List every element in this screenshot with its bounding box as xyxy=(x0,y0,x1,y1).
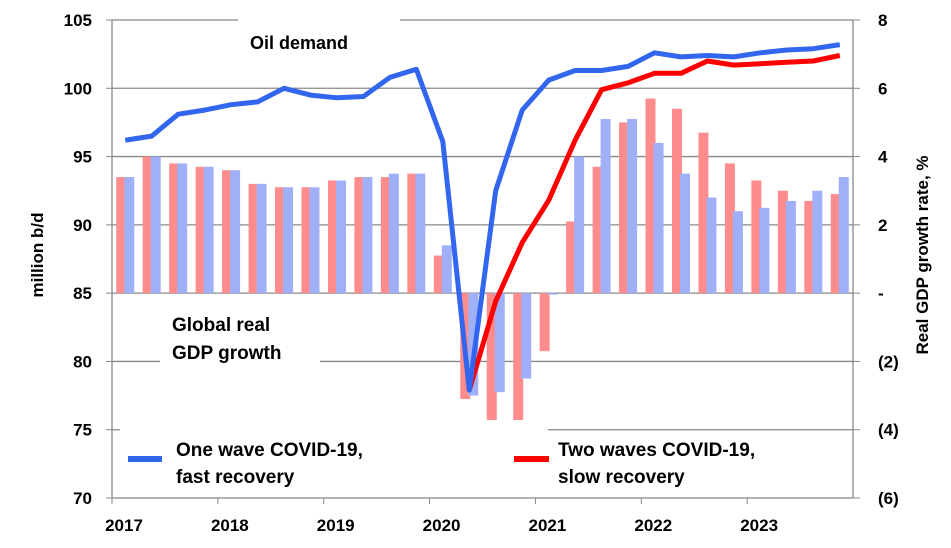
legend-label-one-wave-1: One wave COVID-19, xyxy=(176,440,363,461)
bar-one-wave-gdp xyxy=(309,187,320,294)
left-tick-label: 70 xyxy=(73,489,92,508)
bar-one-wave-gdp xyxy=(362,177,373,294)
bar-two-waves-gdp xyxy=(275,187,286,294)
legend-label-two-waves-1: Two waves COVID-19, xyxy=(558,440,755,461)
bar-two-waves-gdp xyxy=(380,177,391,294)
line-one-wave xyxy=(124,42,841,393)
bar-two-waves-gdp xyxy=(592,166,603,294)
gdp-annotation-line2: GDP growth xyxy=(172,343,281,364)
bar-one-wave-gdp xyxy=(441,245,452,294)
legend: One wave COVID-19, fast recovery Two wav… xyxy=(128,440,755,488)
legend-label-two-waves-2: slow recovery xyxy=(558,467,685,488)
bar-two-waves-gdp xyxy=(751,180,762,294)
bar-two-waves-gdp xyxy=(830,194,841,294)
axes: 70 (6) 75 (4) 80 (2) 85 - 90 2 95 4 100 6 105 8 2017 2018… xyxy=(64,11,899,535)
bar-two-waves-gdp xyxy=(698,132,709,294)
bar-one-wave-gdp xyxy=(653,142,664,294)
left-tick-label: 105 xyxy=(64,11,92,30)
x-tick-label: 2021 xyxy=(529,516,567,535)
bar-two-waves-gdp xyxy=(116,177,127,294)
bar-one-wave-gdp xyxy=(388,173,399,294)
x-tick-label: 2019 xyxy=(317,516,355,535)
bar-two-waves-gdp xyxy=(327,180,338,294)
bar-one-wave-gdp xyxy=(732,211,743,294)
bar-one-wave-gdp xyxy=(600,119,611,294)
right-tick-label: 2 xyxy=(878,216,887,235)
legend-label-one-wave-2: fast recovery xyxy=(176,467,295,488)
left-tick-label: 75 xyxy=(73,421,92,440)
bar-two-waves-gdp xyxy=(169,163,180,294)
bar-one-wave-gdp xyxy=(521,293,532,379)
x-tick-label: 2023 xyxy=(740,516,778,535)
oil-demand-lines xyxy=(124,42,841,393)
left-tick-label: 80 xyxy=(73,352,92,371)
left-tick-label: 100 xyxy=(64,79,92,98)
bar-two-waves-gdp xyxy=(671,108,682,294)
bar-one-wave-gdp xyxy=(627,119,638,294)
bar-two-waves-gdp xyxy=(222,170,233,294)
right-tick-label: (4) xyxy=(878,421,899,440)
bar-one-wave-gdp xyxy=(759,207,770,294)
bar-two-waves-gdp xyxy=(619,122,630,294)
left-tick-label: 95 xyxy=(73,148,92,167)
bar-one-wave-gdp xyxy=(574,156,585,294)
bar-one-wave-gdp xyxy=(547,293,558,295)
bar-one-wave-gdp xyxy=(256,183,267,294)
bar-one-wave-gdp xyxy=(203,166,214,294)
bar-two-waves-gdp xyxy=(248,183,259,294)
bar-two-waves-gdp xyxy=(566,221,577,294)
bar-two-waves-gdp xyxy=(777,190,788,294)
bar-one-wave-gdp xyxy=(124,177,135,294)
x-tick-label: 2017 xyxy=(105,516,143,535)
bar-one-wave-gdp xyxy=(177,163,188,294)
bar-two-waves-gdp xyxy=(301,187,312,294)
gdp-annotation-line1: Global real xyxy=(172,315,270,336)
bar-one-wave-gdp xyxy=(679,173,690,294)
right-tick-label: (6) xyxy=(878,489,899,508)
line-two-waves xyxy=(466,53,841,391)
left-tick-label: 85 xyxy=(73,284,92,303)
bar-two-waves-gdp xyxy=(539,293,550,352)
bar-one-wave-gdp xyxy=(335,180,346,294)
bar-two-waves-gdp xyxy=(486,293,497,423)
right-tick-label: 6 xyxy=(878,79,887,98)
bar-one-wave-gdp xyxy=(785,200,796,294)
bar-one-wave-gdp xyxy=(838,177,849,294)
right-tick-label: 4 xyxy=(878,148,888,167)
oil-demand-annotation: Oil demand xyxy=(250,33,348,53)
bar-two-waves-gdp xyxy=(724,163,735,294)
x-tick-label: 2022 xyxy=(634,516,672,535)
bar-one-wave-gdp xyxy=(230,170,241,294)
bar-two-waves-gdp xyxy=(195,166,206,294)
bar-two-waves-gdp xyxy=(142,156,153,294)
bar-two-waves-gdp xyxy=(804,200,815,294)
left-axis-title: million b/d xyxy=(28,213,47,298)
gdp-bars xyxy=(116,98,849,444)
bar-one-wave-gdp xyxy=(494,293,505,393)
bar-two-waves-gdp xyxy=(433,255,444,294)
bar-two-waves-gdp xyxy=(513,293,524,444)
bar-one-wave-gdp xyxy=(283,187,294,294)
right-tick-label: - xyxy=(878,284,884,303)
right-tick-label: 8 xyxy=(878,11,887,30)
x-tick-label: 2018 xyxy=(211,516,249,535)
bar-one-wave-gdp xyxy=(706,197,717,294)
bar-two-waves-gdp xyxy=(354,177,365,294)
bar-one-wave-gdp xyxy=(415,173,426,294)
bar-two-waves-gdp xyxy=(645,98,656,294)
x-tick-label: 2020 xyxy=(423,516,461,535)
bar-one-wave-gdp xyxy=(812,190,823,294)
bar-one-wave-gdp xyxy=(150,156,161,294)
right-axis-title: Real GDP growth rate, % xyxy=(913,155,932,354)
left-tick-label: 90 xyxy=(73,216,92,235)
right-tick-label: (2) xyxy=(878,352,899,371)
bar-two-waves-gdp xyxy=(407,173,418,294)
